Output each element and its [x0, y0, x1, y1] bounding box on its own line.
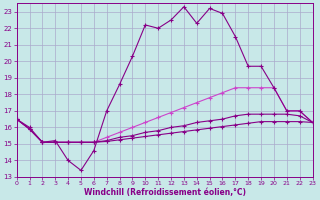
X-axis label: Windchill (Refroidissement éolien,°C): Windchill (Refroidissement éolien,°C) — [84, 188, 245, 197]
